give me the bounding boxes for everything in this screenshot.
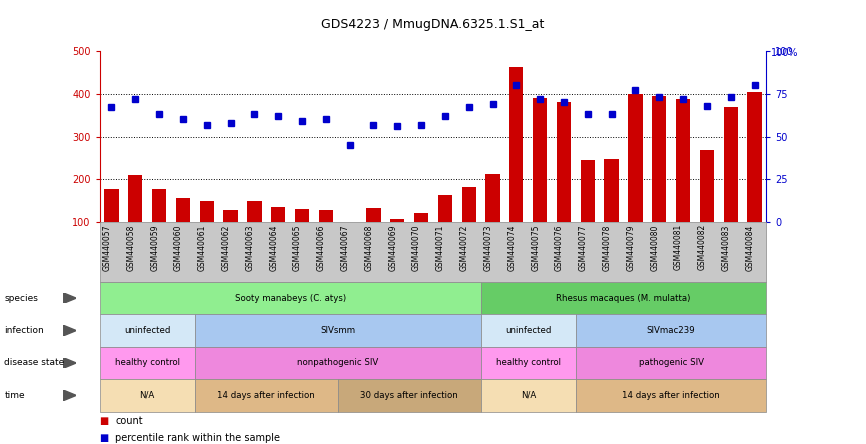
Text: GSM440078: GSM440078: [603, 224, 611, 270]
Bar: [176, 198, 190, 265]
Text: ■: ■: [100, 433, 109, 443]
Text: count: count: [115, 416, 143, 426]
Text: GSM440073: GSM440073: [483, 224, 493, 271]
Text: 14 days after infection: 14 days after infection: [217, 391, 315, 400]
Text: GSM440082: GSM440082: [698, 224, 707, 270]
Text: N/A: N/A: [520, 391, 536, 400]
Bar: [700, 150, 714, 265]
Bar: [675, 99, 690, 265]
Text: GSM440066: GSM440066: [317, 224, 326, 271]
Text: GSM440072: GSM440072: [460, 224, 469, 270]
Text: GSM440062: GSM440062: [222, 224, 230, 270]
Text: 30 days after infection: 30 days after infection: [360, 391, 458, 400]
Text: 100%: 100%: [771, 48, 798, 58]
Bar: [199, 201, 214, 265]
Text: SIVmac239: SIVmac239: [647, 326, 695, 335]
Text: GSM440084: GSM440084: [746, 224, 754, 270]
Text: GSM440061: GSM440061: [197, 224, 207, 270]
Bar: [271, 206, 285, 265]
Text: nonpathogenic SIV: nonpathogenic SIV: [297, 358, 378, 368]
Text: time: time: [4, 391, 25, 400]
Bar: [414, 214, 428, 265]
Polygon shape: [63, 293, 76, 304]
Text: GSM440081: GSM440081: [674, 224, 683, 270]
Text: GSM440058: GSM440058: [126, 224, 135, 270]
Text: GSM440079: GSM440079: [626, 224, 636, 271]
Text: GSM440063: GSM440063: [245, 224, 255, 271]
Text: N/A: N/A: [139, 391, 155, 400]
Text: percentile rank within the sample: percentile rank within the sample: [115, 433, 281, 443]
Text: pathogenic SIV: pathogenic SIV: [638, 358, 704, 368]
Text: GDS4223 / MmugDNA.6325.1.S1_at: GDS4223 / MmugDNA.6325.1.S1_at: [321, 18, 545, 31]
Text: Sooty manabeys (C. atys): Sooty manabeys (C. atys): [235, 293, 346, 303]
Bar: [366, 208, 380, 265]
Bar: [509, 67, 523, 265]
Text: GSM440059: GSM440059: [150, 224, 159, 271]
Text: healthy control: healthy control: [114, 358, 180, 368]
Text: GSM440080: GSM440080: [650, 224, 659, 270]
Text: GSM440064: GSM440064: [269, 224, 278, 271]
Text: GSM440074: GSM440074: [507, 224, 516, 271]
Text: GSM440083: GSM440083: [721, 224, 731, 270]
Bar: [294, 209, 309, 265]
Polygon shape: [63, 358, 76, 369]
Bar: [533, 98, 547, 265]
Text: species: species: [4, 293, 38, 303]
Text: GSM440075: GSM440075: [531, 224, 540, 271]
Polygon shape: [63, 325, 76, 336]
Polygon shape: [63, 390, 76, 400]
Bar: [152, 189, 166, 265]
Text: ■: ■: [100, 416, 109, 426]
Bar: [390, 218, 404, 265]
Bar: [462, 186, 476, 265]
Text: GSM440068: GSM440068: [365, 224, 373, 270]
Text: GSM440060: GSM440060: [174, 224, 183, 271]
Text: Rhesus macaques (M. mulatta): Rhesus macaques (M. mulatta): [556, 293, 691, 303]
Text: healthy control: healthy control: [495, 358, 561, 368]
Text: uninfected: uninfected: [124, 326, 171, 335]
Text: uninfected: uninfected: [505, 326, 552, 335]
Bar: [319, 210, 333, 265]
Text: GSM440065: GSM440065: [293, 224, 302, 271]
Bar: [628, 94, 643, 265]
Bar: [223, 210, 237, 265]
Bar: [342, 222, 357, 265]
Bar: [437, 195, 452, 265]
Bar: [604, 159, 618, 265]
Text: GSM440071: GSM440071: [436, 224, 445, 270]
Text: GSM440057: GSM440057: [102, 224, 112, 271]
Bar: [723, 107, 738, 265]
Text: GSM440077: GSM440077: [578, 224, 588, 271]
Text: disease state: disease state: [4, 358, 65, 368]
Text: GSM440069: GSM440069: [388, 224, 397, 271]
Bar: [557, 103, 572, 265]
Text: GSM440076: GSM440076: [555, 224, 564, 271]
Bar: [248, 202, 262, 265]
Text: infection: infection: [4, 326, 44, 335]
Text: GSM440070: GSM440070: [412, 224, 421, 271]
Bar: [747, 91, 762, 265]
Text: SIVsmm: SIVsmm: [320, 326, 355, 335]
Bar: [128, 175, 142, 265]
Bar: [652, 96, 667, 265]
Bar: [485, 174, 500, 265]
Bar: [105, 189, 119, 265]
Bar: [580, 160, 595, 265]
Text: GSM440067: GSM440067: [340, 224, 350, 271]
Text: 14 days after infection: 14 days after infection: [623, 391, 720, 400]
